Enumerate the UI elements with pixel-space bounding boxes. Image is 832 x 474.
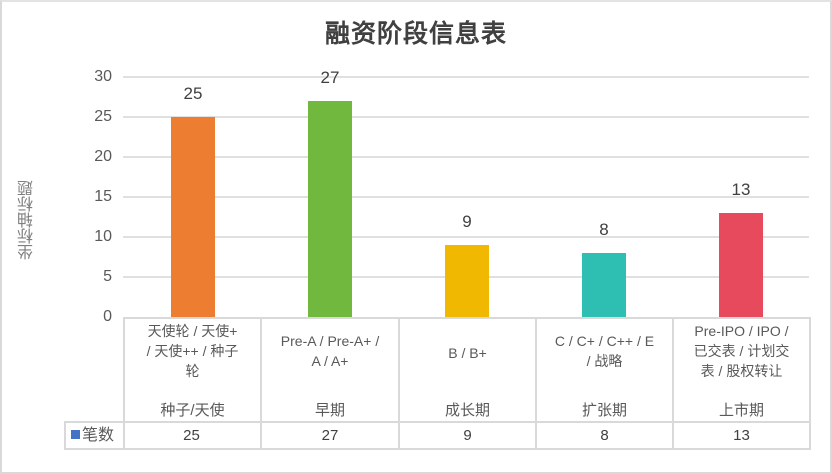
category-cell: B / B+ 成长期 <box>400 317 537 423</box>
category-detail-line: Pre-IPO / IPO / <box>694 323 789 339</box>
y-tick: 30 <box>94 68 112 85</box>
category-detail-line: / 天使++ / 种子 <box>146 343 239 359</box>
bar-value-label: 27 <box>320 68 340 87</box>
bar <box>719 213 763 317</box>
gridline <box>123 236 809 238</box>
category-detail-line: A / A+ <box>311 353 349 369</box>
data-table-value: 25 <box>123 421 262 450</box>
y-tick: 15 <box>94 188 112 205</box>
category-cell: Pre-A / Pre-A+ / A / A+ 早期 <box>262 317 400 423</box>
y-tick: 0 <box>103 308 112 325</box>
legend-key: 笔数 <box>64 421 125 450</box>
category-cell: C / C+ / C++ / E / 战略 扩张期 <box>537 317 674 423</box>
data-table-value: 9 <box>400 421 537 450</box>
data-table-value: 8 <box>537 421 674 450</box>
bar-value-label: 9 <box>462 212 472 231</box>
category-group: 早期 <box>314 402 345 419</box>
legend-label: 笔数 <box>82 427 115 444</box>
gridline <box>123 76 809 78</box>
data-table-value: 13 <box>674 421 811 450</box>
bar <box>445 245 489 317</box>
bar <box>308 101 352 317</box>
y-tick: 5 <box>103 268 112 285</box>
category-detail-line: 天使轮 / 天使+ <box>147 323 238 339</box>
y-tick: 10 <box>94 228 112 245</box>
category-group: 扩张期 <box>581 402 627 419</box>
gridline <box>123 156 809 158</box>
y-tick: 20 <box>94 148 112 165</box>
category-detail-line: B / B+ <box>448 345 487 361</box>
category-group: 上市期 <box>718 402 764 419</box>
bar-value-label: 25 <box>183 84 203 103</box>
category-detail-line: 已交表 / 计划交 <box>693 343 790 359</box>
category-cell: 天使轮 / 天使+ / 天使++ / 种子 轮 种子/天使 <box>123 317 262 423</box>
chart-title: 融资阶段信息表 <box>324 19 507 48</box>
bar <box>582 253 626 317</box>
category-group: 种子/天使 <box>160 402 225 419</box>
legend-swatch-icon <box>71 430 80 439</box>
category-detail-line: Pre-A / Pre-A+ / <box>280 333 380 349</box>
data-table-value: 27 <box>262 421 400 450</box>
category-detail-line: 轮 <box>185 363 200 379</box>
bar-value-label: 8 <box>599 220 609 239</box>
category-group: 成长期 <box>444 402 490 419</box>
category-detail-line: C / C+ / C++ / E <box>554 333 655 349</box>
bar-value-label: 13 <box>731 180 751 199</box>
category-detail-line: / 战略 <box>586 353 623 369</box>
gridline <box>123 196 809 198</box>
y-axis-title: 坐标轴标题 <box>19 180 36 260</box>
category-cell: Pre-IPO / IPO / 已交表 / 计划交 表 / 股权转让 上市期 <box>674 317 811 423</box>
y-tick: 25 <box>94 108 112 125</box>
gridline <box>123 116 809 118</box>
category-detail-line: 表 / 股权转让 <box>700 363 783 379</box>
bar <box>171 117 215 317</box>
